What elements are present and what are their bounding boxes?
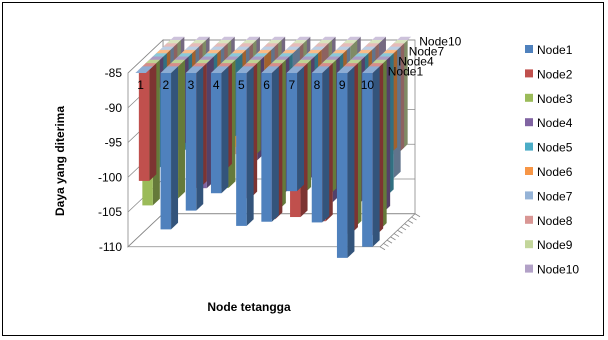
category-label: 6	[263, 78, 270, 92]
legend-swatch	[525, 264, 533, 273]
bar	[210, 66, 229, 194]
legend-item: Node8	[525, 214, 573, 228]
y-tick-label: -110	[99, 240, 122, 254]
legend-item: Node3	[525, 92, 573, 106]
bar	[362, 66, 380, 247]
legend-swatch	[525, 191, 533, 200]
depth-tick	[386, 239, 393, 244]
depth-tick	[411, 216, 417, 221]
bar	[261, 66, 279, 222]
category-label: 4	[213, 78, 220, 92]
category-label: 9	[339, 78, 346, 92]
depth-tick	[390, 236, 396, 241]
legend-label: Node5	[537, 141, 573, 155]
legend-item: Node1	[525, 43, 573, 57]
y-tick-label: -95	[105, 136, 123, 150]
legend-item: Node6	[525, 165, 573, 179]
depth-tick	[379, 246, 386, 251]
depth-axis-label: Node7	[409, 45, 445, 59]
legend-swatch	[525, 93, 533, 102]
depth-tick	[414, 213, 421, 218]
bar	[135, 66, 153, 73]
chart-svg: -85-90-95-100-105-110 1 2 3 4 5 6 7 8 9 10 Node1N…	[53, 35, 579, 314]
legend-label: Node9	[537, 238, 573, 252]
y-axis-title: Daya yang diterima	[53, 106, 67, 216]
bar	[311, 66, 330, 223]
bar	[336, 66, 355, 258]
category-label: 7	[288, 78, 295, 92]
category-label: 2	[162, 78, 169, 92]
legend-item: Node7	[525, 189, 573, 203]
legend-item: Node5	[525, 141, 573, 155]
bar	[286, 66, 305, 192]
x-axis-title: Node tetangga	[207, 300, 291, 314]
depth-tick	[400, 226, 407, 231]
y-tick-label: -100	[98, 170, 122, 184]
legend-swatch	[525, 118, 533, 127]
depth-axis-label: Node10	[419, 35, 461, 49]
legend-label: Node3	[537, 92, 573, 106]
depth-tick	[397, 229, 403, 234]
depth-tick	[393, 233, 400, 237]
legend-swatch	[525, 240, 533, 249]
legend-item: Node9	[525, 238, 573, 252]
legend-swatch	[525, 167, 533, 175]
legend-label: Node2	[537, 67, 573, 81]
y-tick-label: -85	[105, 66, 123, 80]
legend-label: Node6	[537, 165, 573, 179]
legend-label: Node7	[537, 189, 573, 203]
depth-axis-label: Node4	[398, 54, 434, 68]
legend-swatch	[525, 142, 533, 151]
chart-frame: -85 -90 -95 -100 -105 -110 1 2 3 4 5 6 7 8 9 10 Node1 N…	[2, 2, 604, 336]
y-tick-label: -105	[98, 205, 122, 219]
category-label: 3	[188, 78, 195, 92]
legend-item: Node4	[525, 116, 573, 130]
legend-swatch	[525, 45, 533, 53]
bar	[160, 66, 179, 230]
legend-item: Node10	[525, 263, 579, 277]
category-label: 10	[361, 78, 375, 92]
y-tick-label: -90	[105, 101, 123, 115]
legend-swatch	[525, 215, 533, 224]
legend-item: Node2	[525, 67, 573, 81]
depth-tick	[407, 220, 414, 224]
bar	[185, 66, 204, 211]
legend-label: Node1	[537, 43, 573, 57]
legend-label: Node8	[537, 214, 573, 228]
category-label: 1	[137, 78, 144, 92]
legend-label: Node10	[537, 263, 579, 277]
category-label: 5	[238, 78, 245, 92]
depth-tick	[383, 243, 389, 247]
depth-tick	[404, 223, 410, 227]
bar	[236, 66, 254, 226]
category-label: 8	[314, 78, 321, 92]
depth-axis-label: Node1	[388, 64, 424, 78]
legend-label: Node4	[537, 116, 573, 130]
legend-swatch	[525, 69, 533, 78]
